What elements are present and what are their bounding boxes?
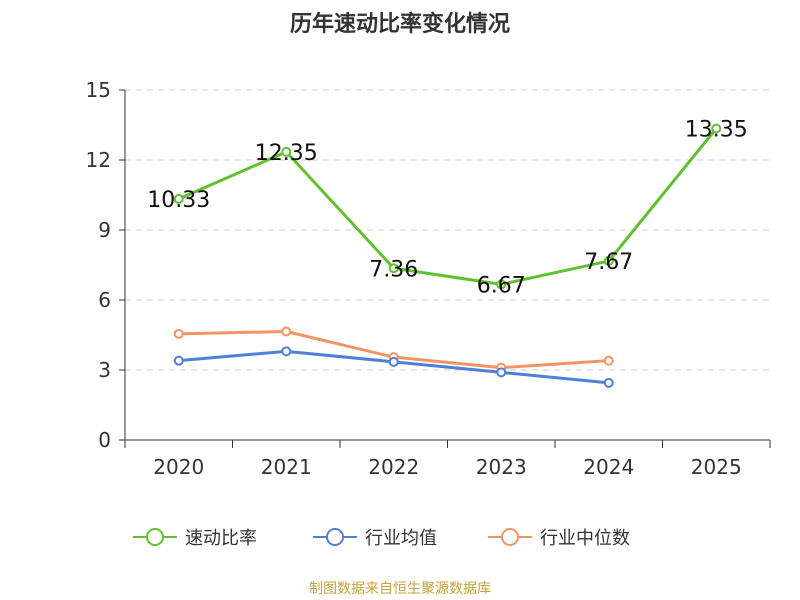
line-chart: 0 3 6 9 12 15 2020 2021 2022 2023 2024 2025 10.33 12.… [86, 78, 771, 479]
x-tick-label: 2020 [153, 455, 204, 479]
legend-item-0[interactable]: 速动比率 [133, 520, 257, 554]
data-point [281, 326, 292, 337]
y-tick-label: 12 [86, 148, 111, 172]
data-point [711, 123, 722, 134]
data-point [603, 256, 614, 267]
legend-label: 速动比率 [185, 528, 257, 549]
legend-marker-icon [133, 528, 177, 546]
legend-marker-icon [313, 528, 357, 546]
y-tick-label: 9 [98, 218, 111, 242]
data-point [281, 346, 292, 357]
legend: 速动比率 行业均值 行业中位数 [0, 520, 800, 554]
data-label: 10.33 [147, 188, 210, 213]
data-point [388, 356, 399, 367]
data-label: 6.67 [477, 273, 526, 298]
y-tick-label: 6 [98, 288, 111, 312]
data-point [603, 355, 614, 366]
x-tick-label: 2025 [691, 455, 742, 479]
data-label: 7.36 [369, 257, 418, 282]
data-label: 7.67 [584, 250, 633, 275]
data-label: 13.35 [685, 118, 748, 143]
legend-label: 行业中位数 [540, 528, 630, 549]
series-line-0 [178, 127, 718, 286]
y-tick-label: 3 [98, 358, 111, 382]
data-point [603, 377, 614, 388]
chart-title: 历年速动比率变化情况 [289, 12, 510, 37]
data-point [173, 328, 184, 339]
data-point [496, 279, 507, 290]
data-point [388, 263, 399, 274]
data-point [281, 146, 292, 157]
legend-label: 行业均值 [365, 528, 437, 549]
x-tick-label: 2022 [368, 455, 419, 479]
x-tick-label: 2021 [261, 455, 312, 479]
legend-item-1[interactable]: 行业均值 [313, 520, 437, 554]
x-tick-label: 2024 [583, 455, 634, 479]
data-point [173, 193, 184, 204]
x-tick-label: 2023 [476, 455, 527, 479]
data-point [173, 355, 184, 366]
y-tick-label: 0 [98, 428, 111, 452]
source-footer: 制图数据来自恒生聚源数据库 [309, 581, 491, 597]
y-tick-label: 15 [86, 78, 111, 102]
legend-marker-icon [488, 528, 532, 546]
data-label: 12.35 [255, 141, 318, 166]
legend-item-2[interactable]: 行业中位数 [488, 520, 630, 554]
data-point [496, 367, 507, 378]
